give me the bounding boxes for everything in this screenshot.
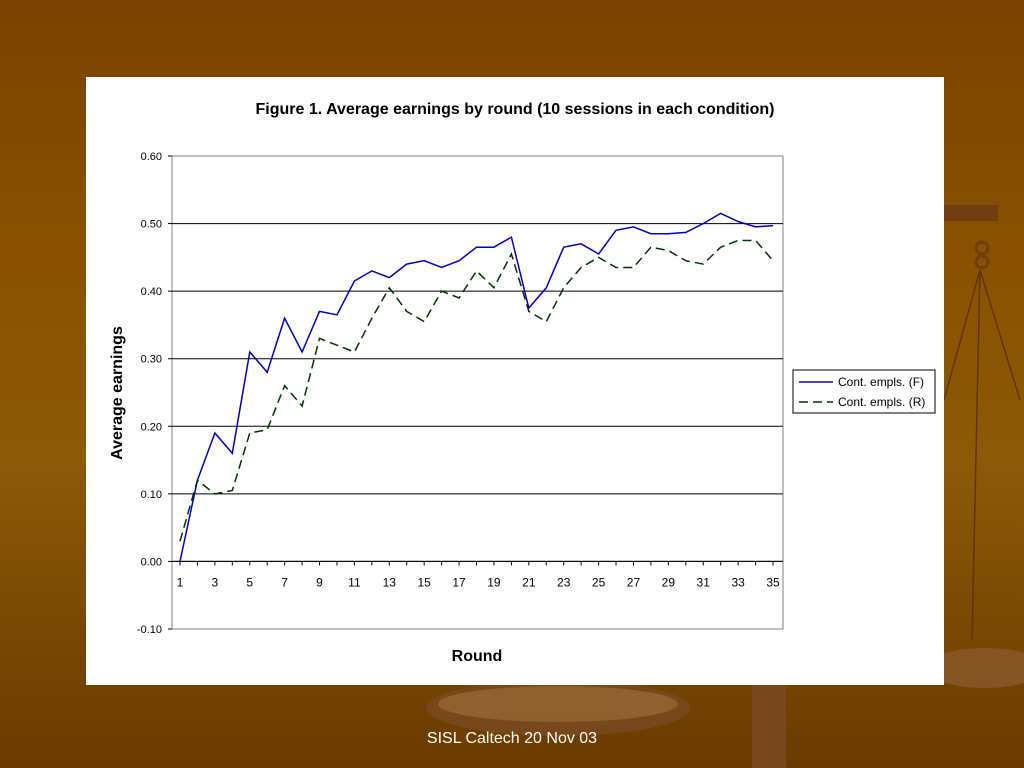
x-tick-label: 25	[592, 575, 606, 589]
footer-caption: SISL Caltech 20 Nov 03	[426, 730, 598, 747]
line-chart: Figure 1. Average earnings by round (10 …	[109, 101, 936, 665]
x-tick-label: 35	[766, 575, 780, 589]
x-axis-label: Round	[452, 648, 503, 665]
x-tick-label: 23	[557, 575, 571, 589]
series-line-f	[179, 212, 774, 562]
x-tick-label: 13	[383, 575, 397, 589]
y-tick-label: 0.30	[141, 354, 162, 366]
legend-label-f: Cont. empls. (F)	[838, 375, 924, 389]
x-tick-label: 29	[662, 575, 676, 589]
x-tick-label: 17	[452, 575, 466, 589]
y-axis-label: Average earnings	[109, 326, 126, 460]
x-tick-label: 21	[522, 575, 536, 589]
y-tick-label: 0.60	[141, 151, 162, 163]
chart-title: Figure 1. Average earnings by round (10 …	[256, 101, 775, 118]
x-tick-label: 19	[487, 575, 501, 589]
x-tick-label: 33	[731, 575, 745, 589]
x-tick-label: 5	[246, 575, 253, 589]
y-tick-label: -0.10	[137, 624, 162, 636]
legend-label-r: Cont. empls. (R)	[838, 395, 925, 409]
x-tick-label: 27	[627, 575, 641, 589]
y-tick-label: 0.00	[141, 556, 162, 568]
x-tick-label: 11	[348, 575, 361, 589]
x-tick-label: 31	[697, 575, 711, 589]
x-tick-label: 7	[281, 575, 288, 589]
x-tick-label: 15	[417, 575, 431, 589]
series-line-r	[179, 239, 774, 542]
legend-box	[792, 369, 936, 414]
x-tick-label: 9	[316, 575, 323, 589]
y-tick-label: 0.40	[141, 286, 162, 298]
scale-illustration	[426, 205, 1024, 768]
y-tick-label: 0.10	[141, 489, 162, 501]
x-tick-label: 3	[212, 575, 219, 589]
x-tick-label: 1	[177, 575, 184, 589]
y-tick-label: 0.50	[141, 219, 162, 231]
y-tick-label: 0.20	[141, 421, 162, 433]
chart-panel: Figure 1. Average earnings by round (10 …	[86, 77, 944, 685]
